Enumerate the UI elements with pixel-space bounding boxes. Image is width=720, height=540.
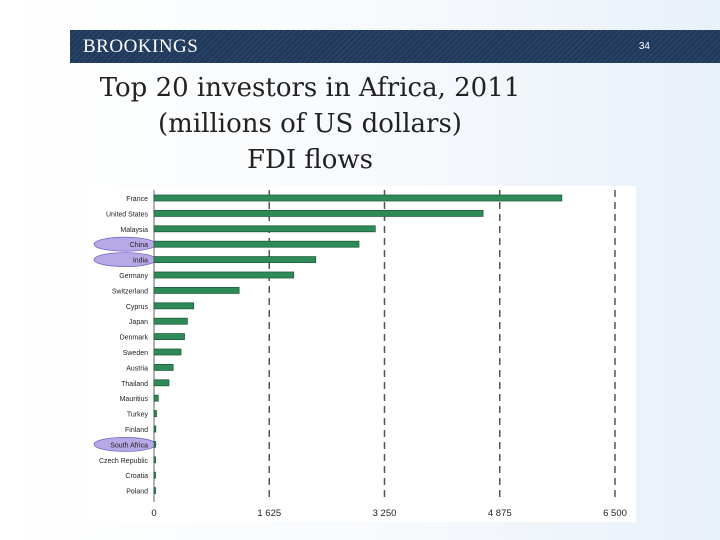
bar: [153, 440, 156, 448]
x-tick-label: 1 625: [257, 508, 281, 519]
x-tick-label: 3 250: [373, 508, 397, 519]
category-label: Malaysia: [120, 227, 148, 234]
x-tick-label: 4 875: [488, 508, 512, 519]
bar: [153, 487, 156, 495]
slide-title: Top 20 investors in Africa, 2011 (millio…: [30, 70, 590, 178]
category-label: Switzerland: [112, 288, 148, 295]
category-label: Poland: [126, 489, 148, 496]
category-label: Germany: [119, 273, 148, 280]
bar: [153, 256, 317, 263]
category-label: Cyprus: [126, 304, 149, 311]
bar: [153, 302, 195, 310]
bar: [153, 333, 185, 341]
category-label: Turkey: [127, 412, 149, 419]
bar: [153, 348, 182, 356]
bar: [153, 240, 360, 248]
bar: [153, 317, 188, 325]
bar: [153, 271, 295, 279]
category-label: Thailand: [121, 381, 148, 388]
highlight-ellipse: [93, 436, 157, 452]
category-label: India: [133, 258, 148, 265]
category-label: Czech Republic: [99, 458, 149, 465]
category-label: Finland: [125, 427, 148, 434]
chart-container: 0 1 625 3 250 4 875 6 500 France United States…: [84, 186, 636, 522]
bar: [153, 287, 240, 294]
bar: [153, 394, 159, 402]
bar: [153, 209, 484, 217]
bar: [153, 410, 157, 418]
bar: [153, 379, 170, 387]
bar: [153, 425, 157, 433]
title-line-1: Top 20 investors in Africa, 2011: [99, 73, 521, 103]
bar: [153, 225, 376, 233]
bar: [153, 471, 156, 479]
category-label: Denmark: [120, 335, 149, 342]
x-tick-label: 6 500: [603, 508, 627, 519]
category-label: France: [126, 196, 148, 203]
slide-number: 34: [638, 41, 650, 52]
brand-logo: BROOKINGS: [83, 36, 199, 57]
category-label: Japan: [129, 319, 148, 326]
bar-chart: 0 1 625 3 250 4 875 6 500 France United States…: [93, 190, 627, 519]
category-label: South Africa: [110, 442, 148, 449]
category-label: Sweden: [123, 350, 148, 357]
category-label: Austria: [126, 365, 148, 372]
category-label: United States: [106, 211, 149, 218]
title-line-2: (millions of US dollars): [158, 109, 462, 139]
title-line-3: FDI flows: [246, 145, 373, 175]
category-label: Mauritius: [120, 396, 149, 403]
header-band: [70, 30, 720, 63]
category-label: China: [130, 242, 148, 249]
x-tick-label: 0: [151, 508, 156, 519]
bar: [153, 363, 174, 371]
bar: [153, 194, 563, 202]
bar: [153, 456, 156, 464]
category-label: Croatia: [125, 473, 148, 480]
